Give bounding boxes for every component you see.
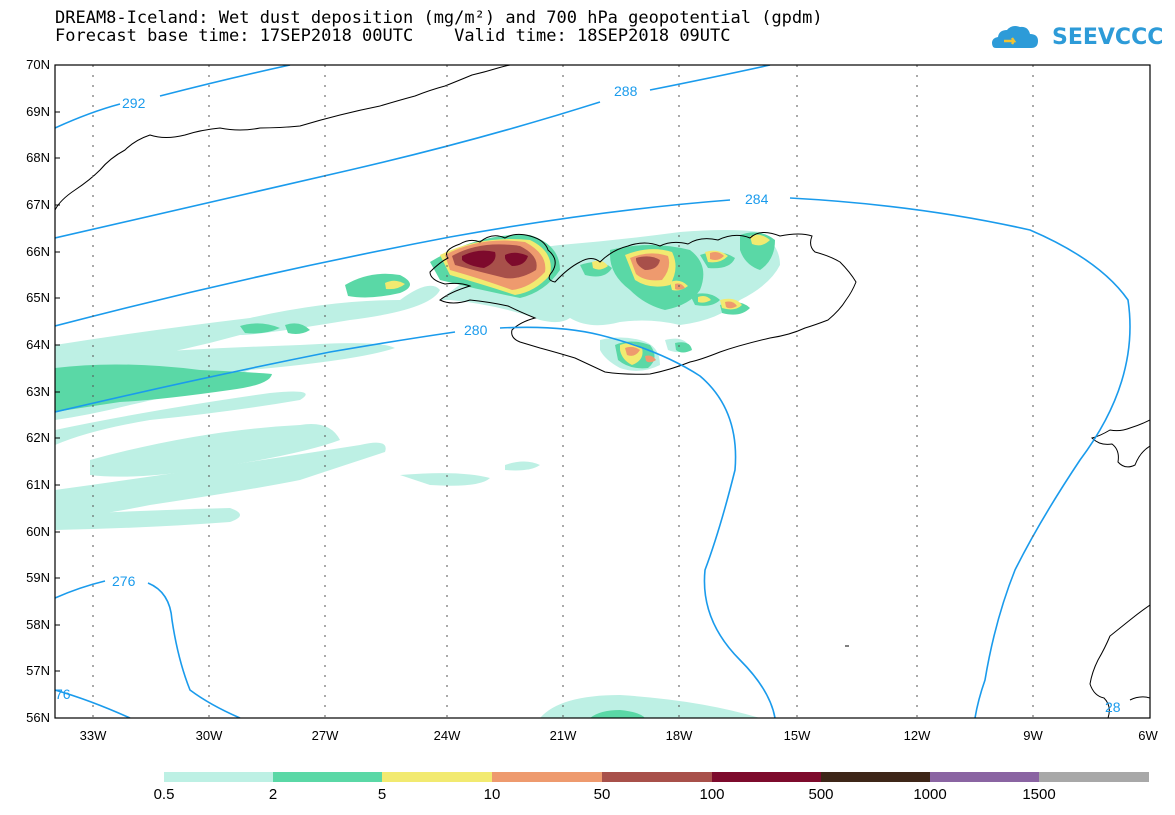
contour-label-276: 276 (112, 573, 136, 589)
lon-label: 12W (903, 728, 931, 743)
contour-292 (55, 65, 291, 129)
lon-label: 18W (665, 728, 693, 743)
contour-288 (55, 65, 771, 239)
lat-label: 59N (26, 570, 50, 585)
colorbar-label: 500 (808, 786, 834, 803)
scotland-coast (1089, 604, 1150, 718)
lat-label: 65N (26, 290, 50, 305)
colorbar-swatch-4 (492, 772, 602, 782)
cloud-icon (992, 26, 1038, 48)
colorbar-swatch-1 (164, 772, 273, 782)
lat-label: 57N (26, 663, 50, 678)
lon-label: 30W (195, 728, 223, 743)
lat-label: 62N (26, 430, 50, 445)
colorbar-swatch-6 (712, 772, 821, 782)
colorbar-label: 100 (699, 786, 725, 803)
lon-label: 33W (79, 728, 107, 743)
greenland-coast (55, 65, 511, 211)
contour-280 (55, 326, 776, 718)
contour-label-292: 292 (122, 95, 146, 111)
colorbar-label: 5 (377, 786, 387, 803)
lat-label: 70N (26, 57, 50, 72)
contour-label-288: 288 (614, 83, 638, 99)
colorbar (164, 772, 1149, 782)
contour-276 (55, 580, 241, 718)
coastlines (55, 65, 1150, 718)
contour-label-76: 76 (55, 686, 71, 702)
lon-label: 27W (311, 728, 339, 743)
colorbar-label: 0.5 (153, 786, 175, 803)
norway-coast (1091, 419, 1150, 468)
colorbar-swatch-8 (930, 772, 1039, 782)
colorbar-swatch-9 (1039, 772, 1149, 782)
graticule (92, 65, 1034, 718)
colorbar-label: 10 (483, 786, 501, 803)
lat-label: 64N (26, 337, 50, 352)
lon-label: 15W (783, 728, 811, 743)
seevccc-logo (992, 26, 1038, 48)
map-title: DREAM8-Iceland: Wet dust deposition (mg/… (55, 8, 823, 28)
colorbar-label: 1000 (913, 786, 947, 803)
lat-label: 69N (26, 104, 50, 119)
contour-label-280: 280 (464, 322, 488, 338)
colorbar-swatch-7 (821, 772, 930, 782)
lat-label: 67N (26, 197, 50, 212)
lat-label: 60N (26, 524, 50, 539)
lon-label: 6W (1138, 728, 1158, 743)
colorbar-label: 50 (593, 786, 611, 803)
lat-label: 58N (26, 617, 50, 632)
lat-label: 66N (26, 244, 50, 259)
map-subtitle: Forecast base time: 17SEP2018 00UTC Vali… (55, 26, 731, 46)
colorbar-label: 1500 (1022, 786, 1056, 803)
colorbar-swatch-3 (382, 772, 492, 782)
lon-label: 9W (1023, 728, 1043, 743)
colorbar-label: 2 (268, 786, 278, 803)
contour-label-284: 284 (745, 191, 769, 207)
contour-276b (55, 689, 131, 718)
geopotential-contours (55, 65, 1131, 718)
dust-field-100to500 (462, 250, 528, 268)
iceland-coast (429, 232, 857, 375)
contour-284 (55, 197, 1131, 718)
logo-text: SEEVCCC (1052, 25, 1164, 50)
colorbar-swatch-5 (602, 772, 712, 782)
lat-label: 61N (26, 477, 50, 492)
lat-label: 63N (26, 384, 50, 399)
lat-label: 56N (26, 710, 50, 725)
lon-label: 24W (433, 728, 461, 743)
lon-label: 21W (549, 728, 577, 743)
contour-label-28: 28 (1105, 699, 1121, 715)
colorbar-swatch-2 (273, 772, 382, 782)
lat-label: 68N (26, 150, 50, 165)
